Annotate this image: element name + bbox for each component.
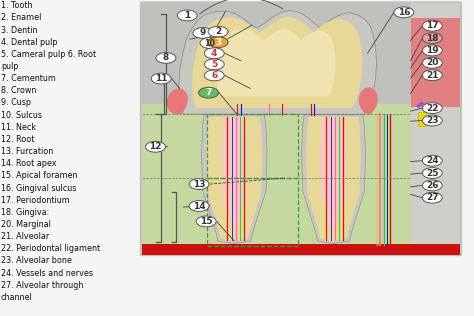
Circle shape [146, 141, 165, 152]
Polygon shape [206, 117, 262, 241]
Circle shape [422, 192, 442, 203]
Circle shape [189, 201, 209, 211]
Circle shape [200, 38, 220, 48]
Circle shape [189, 179, 209, 190]
Polygon shape [179, 10, 376, 114]
Text: 7: 7 [205, 88, 212, 97]
Polygon shape [201, 115, 267, 244]
Text: 17: 17 [426, 21, 438, 30]
Polygon shape [320, 118, 346, 240]
Text: 25: 25 [426, 168, 438, 178]
Circle shape [394, 7, 414, 18]
FancyBboxPatch shape [140, 1, 462, 256]
Text: 16: 16 [398, 8, 410, 17]
Text: 12: 12 [149, 142, 162, 151]
Circle shape [422, 20, 442, 31]
Circle shape [204, 59, 224, 70]
Circle shape [193, 27, 213, 38]
Circle shape [177, 10, 197, 21]
Polygon shape [359, 87, 378, 114]
Circle shape [199, 87, 219, 98]
Text: 10: 10 [204, 39, 216, 47]
Bar [419, 112, 427, 126]
Polygon shape [167, 88, 188, 114]
Text: 14: 14 [193, 202, 205, 210]
Text: 1: 1 [184, 11, 191, 20]
Text: 15: 15 [200, 217, 212, 226]
Text: 27: 27 [426, 193, 438, 202]
Circle shape [422, 155, 442, 166]
Circle shape [422, 33, 442, 44]
Bar [207, 114, 298, 178]
Bar [410, 18, 460, 107]
Text: 18: 18 [426, 33, 438, 43]
Text: 13: 13 [193, 179, 205, 189]
Polygon shape [221, 118, 247, 240]
Circle shape [422, 115, 442, 126]
Text: 26: 26 [426, 181, 438, 190]
Circle shape [422, 167, 442, 179]
Text: 9: 9 [200, 28, 206, 38]
Polygon shape [301, 115, 365, 244]
Text: 11: 11 [155, 74, 167, 83]
Circle shape [422, 180, 442, 191]
Circle shape [208, 37, 228, 48]
FancyBboxPatch shape [410, 3, 460, 255]
Bar [142, 244, 460, 255]
Circle shape [208, 26, 228, 37]
Circle shape [204, 48, 224, 59]
Text: 23: 23 [426, 116, 438, 125]
Text: 6: 6 [211, 71, 218, 80]
Text: 21: 21 [426, 71, 438, 80]
Circle shape [196, 216, 216, 227]
Text: 3: 3 [215, 38, 221, 47]
Text: 8: 8 [163, 53, 169, 63]
Circle shape [204, 70, 224, 81]
Text: 19: 19 [426, 46, 438, 55]
Circle shape [151, 73, 171, 84]
Text: 2: 2 [215, 27, 221, 36]
Text: 20: 20 [426, 58, 438, 67]
Text: 1. Tooth
2. Enamel
3. Dentin
4. Dental pulp
5. Cameral pulp 6. Root
pulp
7. Ceme: 1. Tooth 2. Enamel 3. Dentin 4. Dental p… [1, 1, 100, 302]
Polygon shape [217, 29, 336, 96]
Circle shape [422, 103, 442, 113]
Circle shape [422, 70, 442, 81]
Circle shape [422, 58, 442, 68]
Text: 22: 22 [426, 104, 438, 112]
Bar [207, 178, 298, 246]
Polygon shape [192, 16, 362, 108]
Circle shape [422, 45, 442, 56]
Text: 24: 24 [426, 156, 438, 165]
Text: 4: 4 [211, 49, 218, 58]
Text: 5: 5 [211, 60, 218, 69]
Circle shape [156, 52, 176, 63]
Polygon shape [306, 117, 361, 241]
Polygon shape [142, 104, 460, 255]
